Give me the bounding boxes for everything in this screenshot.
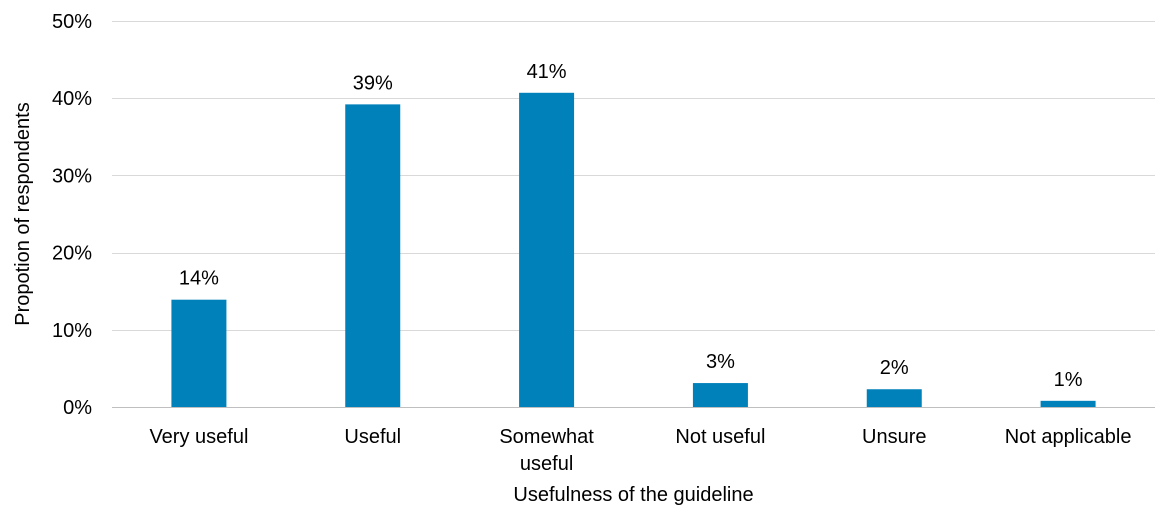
y-tick-label: 30% xyxy=(52,165,92,187)
x-tick-label: Not applicable xyxy=(1005,426,1132,448)
y-tick-label: 20% xyxy=(52,243,92,265)
data-label: 3% xyxy=(706,351,735,373)
data-label: 39% xyxy=(353,72,393,94)
x-tick-label: Somewhat useful xyxy=(499,426,594,475)
bar xyxy=(693,383,748,407)
y-axis-title: Propotion of respondents xyxy=(12,102,34,326)
bar xyxy=(171,300,226,407)
data-label: 14% xyxy=(179,268,219,290)
x-axis-title: Usefulness of the guideline xyxy=(513,484,753,506)
y-tick-label: 40% xyxy=(52,88,92,110)
x-tick-label: Not useful xyxy=(675,426,765,448)
bar xyxy=(867,389,922,407)
x-tick-label: Unsure xyxy=(862,426,926,448)
data-label: 2% xyxy=(880,357,909,379)
data-label: 41% xyxy=(527,61,567,83)
y-tick-label: 0% xyxy=(63,397,92,419)
y-tick-label: 10% xyxy=(52,320,92,342)
data-label: 1% xyxy=(1054,369,1083,391)
x-tick-label: Very useful xyxy=(149,426,248,448)
gridlines xyxy=(112,22,1155,408)
data-labels: 14% 39% 41% 3% 2% 1% xyxy=(179,61,1083,391)
bar xyxy=(1041,401,1096,407)
y-tick-label: 50% xyxy=(52,11,92,33)
x-tick-label: Useful xyxy=(344,426,401,448)
bar xyxy=(519,93,574,407)
x-axis-categories: Very useful Useful Somewhat useful Not usefu… xyxy=(149,426,1131,475)
bar xyxy=(345,104,400,407)
y-axis-ticks: 0% 10% 20% 30% 40% 50% xyxy=(52,11,92,419)
bars xyxy=(171,93,1095,407)
